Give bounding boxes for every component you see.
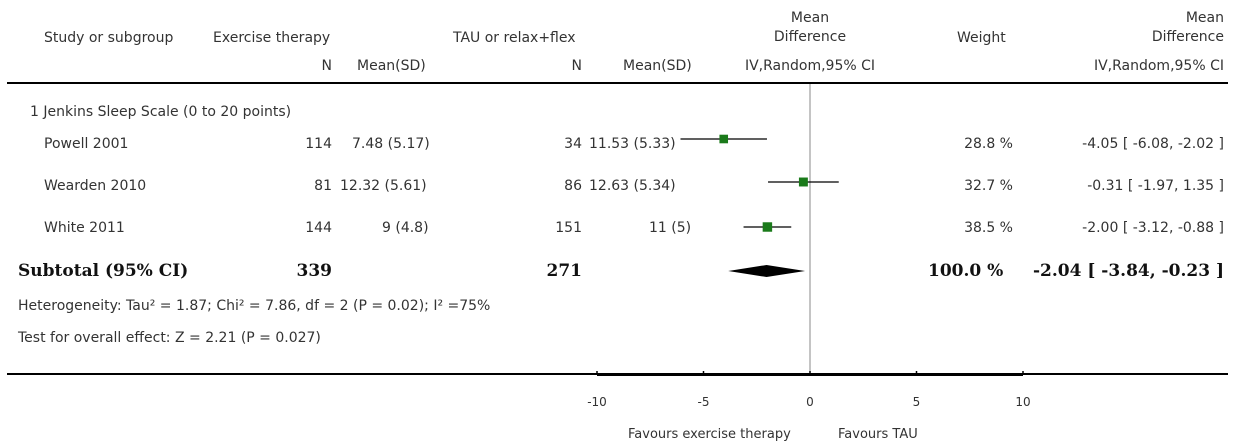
subgroup-title: 1 Jenkins Sleep Scale (0 to 20 points) <box>30 104 292 120</box>
subtotal-n2: 271 <box>546 261 583 281</box>
heterogeneity-text: Heterogeneity: Tau² = 1.87; Chi² = 7.86,… <box>18 298 491 314</box>
favours-left-label: Favours exercise therapy <box>628 427 791 442</box>
header-mean1: Mean(SD) <box>357 58 426 74</box>
study-n2: 151 <box>555 220 582 236</box>
header-method2: IV,Random,95% CI <box>1093 58 1224 74</box>
study-mean2: 12.63 (5.34) <box>589 178 676 194</box>
effect-box <box>762 222 773 232</box>
x-tick-label: 0 <box>806 395 814 409</box>
subtotal-label: Subtotal (95% CI) <box>18 261 189 281</box>
study-mean1: 9 (4.8) <box>382 220 429 236</box>
header-n1: N <box>321 58 332 74</box>
study-ci: -0.31 [ -1.97, 1.35 ] <box>1087 178 1224 194</box>
study-weight: 32.7 % <box>964 178 1013 194</box>
header-rule <box>7 82 1228 84</box>
study-weight: 38.5 % <box>964 220 1013 236</box>
x-tick-label: 5 <box>913 395 921 409</box>
study-mean1: 7.48 (5.17) <box>352 136 430 152</box>
study-mean2: 11.53 (5.33) <box>589 136 676 152</box>
header-md2-line2: Difference <box>1151 29 1224 45</box>
study-name: Wearden 2010 <box>44 178 147 194</box>
pooled-diamond <box>728 265 806 277</box>
overall-effect-text: Test for overall effect: Z = 2.21 (P = 0… <box>18 330 321 346</box>
x-tick-label: -10 <box>587 395 607 409</box>
header-md-line1: Mean <box>790 10 830 26</box>
subtotal-n1: 339 <box>296 261 333 281</box>
study-name: White 2011 <box>44 220 125 236</box>
study-n1: 81 <box>314 178 332 194</box>
header-group2: TAU or relax+flex <box>453 30 576 46</box>
study-ci: -2.00 [ -3.12, -0.88 ] <box>1082 220 1224 236</box>
study-ci: -4.05 [ -6.08, -2.02 ] <box>1082 136 1224 152</box>
header-md-line2: Difference <box>773 29 847 45</box>
x-tick-label: -5 <box>698 395 710 409</box>
study-name: Powell 2001 <box>44 136 129 152</box>
header-mean2: Mean(SD) <box>623 58 692 74</box>
study-n1: 144 <box>305 220 332 236</box>
header-n2: N <box>571 58 582 74</box>
header-md2-line1: Mean <box>1185 10 1224 26</box>
study-n1: 114 <box>305 136 332 152</box>
header-weight: Weight <box>957 30 1006 46</box>
subtotal-ci: -2.04 [ -3.84, -0.23 ] <box>1032 261 1224 281</box>
header-method1: IV,Random,95% CI <box>744 58 876 74</box>
subtotal-weight: 100.0 % <box>928 261 1004 281</box>
header-study: Study or subgroup <box>44 30 174 46</box>
x-tick-label: 10 <box>1015 395 1030 409</box>
study-n2: 34 <box>564 136 582 152</box>
study-mean1: 12.32 (5.61) <box>340 178 427 194</box>
header-group1: Exercise therapy <box>213 30 331 46</box>
study-n2: 86 <box>564 178 582 194</box>
effect-box <box>798 177 808 187</box>
study-mean2: 11 (5) <box>649 220 692 236</box>
effect-box <box>719 134 729 144</box>
favours-right-label: Favours TAU <box>838 427 918 442</box>
study-weight: 28.8 % <box>964 136 1013 152</box>
